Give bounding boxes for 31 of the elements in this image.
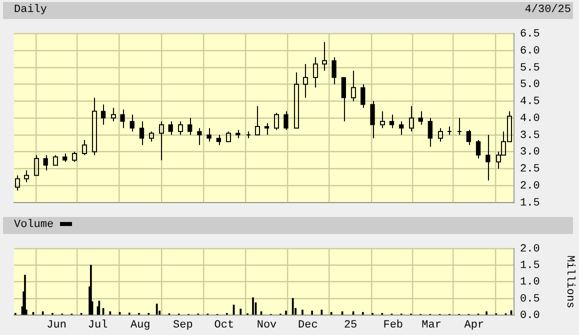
y-tick-label: 0.0 bbox=[520, 310, 540, 322]
x-tick-label: Oct bbox=[214, 320, 234, 332]
y-tick-label: 6.5 bbox=[520, 28, 540, 41]
y-tick-label: 5.0 bbox=[520, 79, 540, 92]
y-tick-label: 4.0 bbox=[520, 112, 540, 125]
chart-title: Daily bbox=[14, 3, 48, 18]
y-tick-label: 2.5 bbox=[520, 164, 540, 176]
x-tick-label: Mar bbox=[422, 320, 442, 332]
y-tick-label: 1.5 bbox=[520, 260, 540, 272]
y-axis-title: Millions bbox=[563, 255, 576, 308]
y-tick-label: 1.5 bbox=[520, 197, 540, 210]
y-tick-label: 6.0 bbox=[520, 45, 540, 58]
x-tick-label: Sep bbox=[173, 320, 193, 332]
y-tick-label: 2.0 bbox=[520, 180, 540, 192]
x-tick-label: 25 bbox=[344, 320, 358, 332]
y-tick-label: 1.0 bbox=[520, 276, 540, 289]
x-tick-label: Jun bbox=[46, 320, 66, 332]
x-tick-label: Nov bbox=[256, 320, 278, 332]
text: 4/30/25 bbox=[524, 3, 571, 18]
x-tick-label: Aug bbox=[130, 320, 150, 332]
x-tick-label: Dec bbox=[298, 320, 318, 332]
y-tick-label: 3.5 bbox=[520, 130, 540, 142]
x-tick-label: Apr bbox=[464, 320, 484, 332]
x-tick-label: Jul bbox=[88, 320, 108, 332]
y-tick-label: 4.5 bbox=[520, 96, 540, 108]
legend-label: Volume bbox=[14, 218, 55, 233]
y-tick-label: 2.0 bbox=[520, 244, 540, 256]
y-tick-label: 3.0 bbox=[520, 146, 540, 159]
y-tick-label: 5.5 bbox=[520, 62, 540, 74]
x-tick-label: Feb bbox=[383, 320, 404, 332]
y-tick-label: 0.5 bbox=[520, 293, 540, 306]
